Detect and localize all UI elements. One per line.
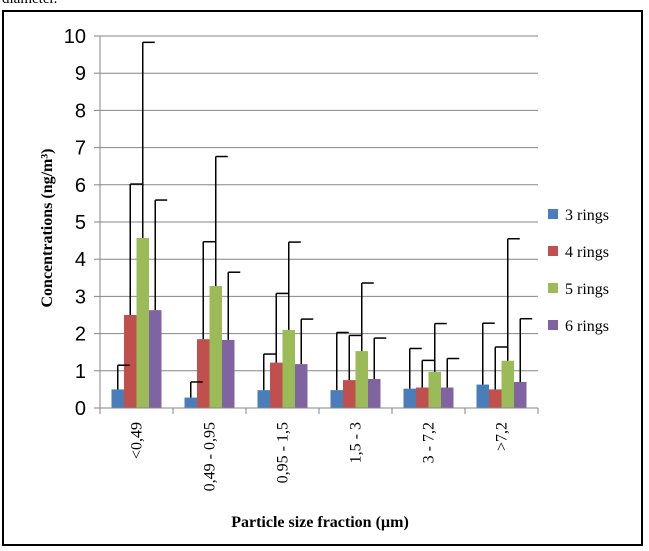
bar <box>209 285 222 408</box>
y-tick-label: 4 <box>75 249 86 271</box>
bar <box>270 362 283 408</box>
bar <box>330 390 343 408</box>
bar <box>355 351 368 408</box>
axes <box>99 36 539 414</box>
bar <box>501 360 514 408</box>
bar <box>136 237 149 408</box>
bar <box>368 378 381 408</box>
bar <box>295 364 308 408</box>
bar <box>124 315 137 408</box>
y-tick-label: 0 <box>75 398 86 420</box>
bar <box>282 329 295 408</box>
x-category-labels: <0,49 0,49 - 0,95 0,95 - 1,5 1,5 - 3 3 - 7,2… <box>129 422 511 491</box>
legend: 3 rings 4 rings 5 rings 6 rings <box>548 207 609 335</box>
legend-label: 6 rings <box>565 318 609 335</box>
bar <box>416 387 429 408</box>
bars <box>111 237 527 408</box>
x-category-label: <0,49 <box>129 422 146 459</box>
bar <box>111 389 124 408</box>
bar <box>476 384 489 408</box>
y-tick-label: 2 <box>75 324 86 346</box>
y-tick-label: 6 <box>75 175 86 197</box>
bar <box>403 388 416 408</box>
legend-swatch <box>548 320 558 330</box>
bar <box>514 381 527 408</box>
y-tick-label: 7 <box>75 138 86 160</box>
bar <box>441 387 454 408</box>
y-tick-label: 5 <box>75 212 86 234</box>
bar <box>184 397 197 408</box>
caption-fragment: diameter. <box>2 0 57 8</box>
x-category-label: 0,95 - 1,5 <box>275 422 292 483</box>
legend-swatch <box>548 209 558 219</box>
y-tick-label: 10 <box>64 26 86 48</box>
bar <box>428 371 441 408</box>
error-bars <box>117 41 533 398</box>
legend-label: 5 rings <box>565 281 609 298</box>
x-axis-title: Particle size fraction (µm) <box>231 514 409 531</box>
y-axis-title: Concentrations (ng/m³) <box>39 148 56 307</box>
bar <box>197 339 210 408</box>
bar <box>343 380 356 408</box>
bar <box>489 389 502 408</box>
x-category-label: 1,5 - 3 <box>348 422 365 463</box>
chart-frame <box>2 10 643 546</box>
x-category-label: 3 - 7,2 <box>421 422 438 463</box>
bar <box>222 339 235 408</box>
x-category-label: 0,49 - 0,95 <box>202 422 219 491</box>
bar <box>149 310 162 408</box>
legend-label: 4 rings <box>565 244 609 261</box>
x-category-label: >7,2 <box>494 422 511 451</box>
y-tick-label: 3 <box>75 286 86 308</box>
legend-label: 3 rings <box>565 207 609 224</box>
y-tick-label: 1 <box>75 361 86 383</box>
legend-swatch <box>548 246 558 256</box>
y-tick-labels: 0 1 2 3 4 5 6 7 8 9 10 <box>64 26 86 420</box>
y-tick-label: 8 <box>75 100 86 122</box>
gridlines <box>94 35 538 409</box>
legend-swatch <box>548 283 558 293</box>
bar <box>257 390 270 408</box>
y-tick-label: 9 <box>75 63 86 85</box>
